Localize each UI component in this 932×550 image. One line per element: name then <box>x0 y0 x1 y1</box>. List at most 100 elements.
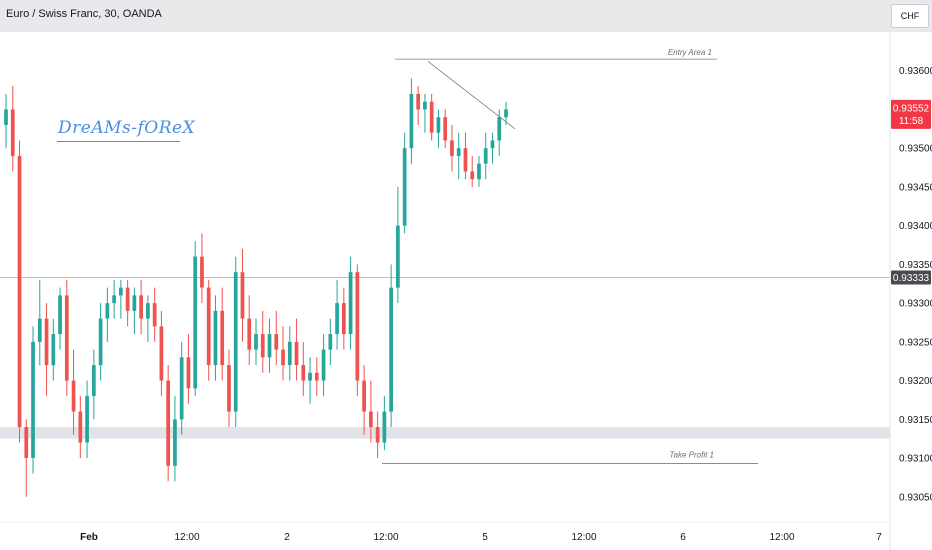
candle-body <box>240 272 245 319</box>
candle-body <box>125 287 130 311</box>
watermark-underline <box>57 141 180 142</box>
candle-body <box>463 148 468 172</box>
candle-body <box>504 109 508 118</box>
price-tick-label: 0.93250 <box>899 337 932 348</box>
candle-body <box>4 109 8 125</box>
price-tick-label: 0.93400 <box>899 221 932 232</box>
reference-price-value: 0.93333 <box>893 273 930 284</box>
candle-body <box>281 349 285 366</box>
candles-layer <box>4 78 508 497</box>
candle-body <box>314 372 319 381</box>
candle-body <box>44 318 49 366</box>
candle-body <box>355 272 360 381</box>
candle-body <box>71 380 76 412</box>
candle-body <box>335 303 339 335</box>
candle-body <box>17 155 22 428</box>
time-tick-label: 5 <box>482 532 488 543</box>
candle-body <box>64 295 69 381</box>
candle-body <box>193 256 198 389</box>
candle-body <box>341 303 346 335</box>
candle-body <box>450 140 454 156</box>
candle-body <box>321 349 326 381</box>
candle-body <box>456 148 461 156</box>
candle-body <box>139 295 143 319</box>
top-bar: Euro / Swiss Franc, 30, OANDA <box>0 0 932 32</box>
candle-body <box>389 287 393 412</box>
candle-body <box>233 272 238 412</box>
candle-body <box>267 334 272 358</box>
price-tick-label: 0.93050 <box>899 492 932 503</box>
candle-body <box>308 372 312 381</box>
candle-body <box>396 225 400 288</box>
candle-body <box>436 117 441 133</box>
candle-body <box>429 101 434 133</box>
candle-body <box>78 411 83 443</box>
candle-body <box>328 334 333 350</box>
candle-body <box>105 303 110 319</box>
axis-layer: 0.93050 0.93100 0.93150 0.93200 0.93250 0.933… <box>0 32 932 550</box>
candle-body <box>166 380 171 466</box>
candle-body <box>254 334 258 350</box>
candle-body <box>132 295 137 311</box>
price-tick-label: 0.93600 <box>899 66 932 77</box>
time-tick-label: 2 <box>284 532 290 543</box>
time-tick-label: 12:00 <box>571 532 596 543</box>
candle-body <box>497 117 502 141</box>
symbol-title: Euro / Swiss Franc, 30, OANDA <box>6 8 162 20</box>
price-tick-label: 0.93350 <box>899 260 932 271</box>
candle-body <box>423 101 427 110</box>
candle-body <box>301 365 306 381</box>
candle-body <box>51 334 56 366</box>
last-price-countdown: 11:58 <box>899 116 924 127</box>
candle-body <box>227 365 231 412</box>
candle-body <box>287 341 292 366</box>
candle-body <box>402 148 407 226</box>
candle-body <box>369 411 373 428</box>
candle-body <box>220 310 225 366</box>
candle-body <box>179 357 184 420</box>
drawings-layer: Entry Area 1 Take Profit 1 <box>382 48 758 464</box>
candle-body <box>409 93 414 149</box>
candle-body <box>443 117 448 141</box>
candle-body <box>119 287 123 296</box>
price-tick-label: 0.93100 <box>899 454 932 465</box>
time-tick-label: 12:00 <box>373 532 398 543</box>
time-tick-label: 7 <box>876 532 882 543</box>
watermark-text: DreAMs-fOReX <box>58 118 196 138</box>
time-tick-label: 6 <box>680 532 686 543</box>
candle-body <box>152 303 157 327</box>
last-price-badge <box>891 99 931 129</box>
candle-body <box>146 303 150 319</box>
candle-body <box>470 171 475 180</box>
candle-body <box>375 427 380 443</box>
candle-body <box>186 357 191 389</box>
candle-body <box>416 93 421 110</box>
candle-body <box>348 272 353 335</box>
candle-body <box>91 365 96 397</box>
candle-body <box>483 148 488 164</box>
candle-body <box>247 318 252 350</box>
price-tick-label: 0.93150 <box>899 415 932 426</box>
reference-price-badge <box>891 270 931 285</box>
price-tick-label: 0.93300 <box>899 299 932 310</box>
candle-body <box>206 287 211 366</box>
price-tick-label: 0.93450 <box>899 182 932 193</box>
candle-body <box>173 419 177 466</box>
candle-body <box>294 341 299 366</box>
candle-body <box>85 396 89 443</box>
last-price-value: 0.93552 <box>893 103 930 114</box>
candle-body <box>213 310 218 366</box>
trendline <box>427 61 516 130</box>
candle-body <box>200 256 204 288</box>
currency-button[interactable]: CHF <box>891 4 929 28</box>
candle-body <box>159 326 164 381</box>
candle-body <box>58 295 62 335</box>
candle-body <box>98 318 103 366</box>
price-tick-label: 0.93500 <box>899 144 932 155</box>
candle-body <box>477 163 481 180</box>
take-profit-label: Take Profit 1 <box>669 450 714 459</box>
candle-body <box>362 380 366 412</box>
entry-area-label: Entry Area 1 <box>668 48 712 57</box>
candle-body <box>382 411 387 443</box>
